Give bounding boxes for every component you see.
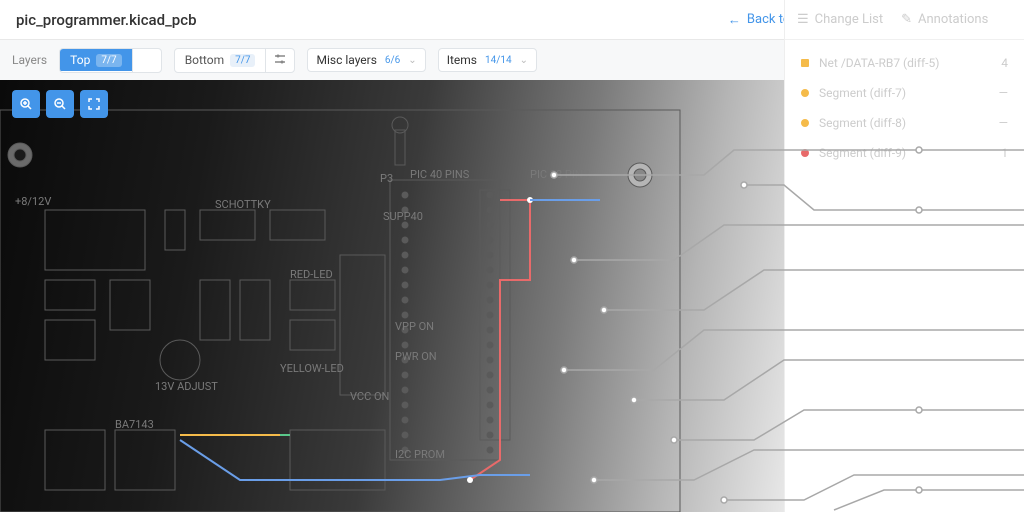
svg-text:PIC 40 PINS: PIC 40 PINS (410, 168, 470, 181)
top-settings-icon[interactable] (132, 49, 161, 72)
items-badge: 14/14 (485, 55, 512, 66)
misc-layers-select[interactable]: Misc layers 6/6 ⌄ (307, 48, 425, 72)
svg-text:13V ADJUST: 13V ADJUST (155, 380, 218, 393)
item-count: 4 (1001, 56, 1008, 70)
item-count: 1 (1001, 146, 1008, 160)
top-badge: 7/7 (96, 54, 121, 67)
svg-text:RED-LED: RED-LED (290, 268, 333, 281)
misc-label: Misc layers (316, 53, 376, 67)
svg-text:I2C PROM: I2C PROM (395, 448, 445, 461)
chevron-down-icon: ⌄ (520, 55, 528, 66)
tab-annotations-label: Annotations (918, 12, 988, 27)
zoom-out-button[interactable] (46, 90, 74, 118)
change-list-item[interactable]: Segment (diff-7) — (785, 78, 1024, 108)
items-select[interactable]: Items 14/14 ⌄ (438, 48, 537, 72)
svg-text:SCHOTTKY: SCHOTTKY (215, 198, 271, 211)
misc-badge: 6/6 (385, 55, 400, 66)
tab-annotations[interactable]: ✎ Annotations (901, 12, 988, 27)
color-dot-icon (801, 119, 809, 127)
top-label: Top (70, 53, 90, 67)
item-label: Segment (diff-9) (819, 146, 906, 160)
pcb-board: PIC 40 PINS PIC 28 PINS SUPP40 +8/12V 13… (0, 80, 784, 512)
top-layer-button[interactable]: Top 7/7 (60, 49, 132, 71)
svg-text:VCC ON: VCC ON (350, 390, 389, 403)
arrow-left-icon: ← (728, 12, 741, 28)
list-icon: ☰ (797, 12, 809, 27)
color-dot-icon (801, 89, 809, 97)
color-dot-icon (801, 59, 809, 67)
page-title: pic_programmer.kicad_pcb (16, 11, 197, 29)
change-list-item[interactable]: Segment (diff-8) — (785, 108, 1024, 138)
chevron-down-icon: ⌄ (408, 55, 416, 66)
bottom-badge: 7/7 (230, 54, 255, 67)
svg-text:PIC 28 PINS: PIC 28 PINS (530, 168, 590, 181)
svg-text:VPP ON: VPP ON (395, 320, 434, 333)
svg-text:YELLOW-LED: YELLOW-LED (280, 362, 344, 375)
pencil-icon: ✎ (901, 12, 912, 27)
change-list-item[interactable]: Net /DATA-RB7 (diff-5) 4 (785, 48, 1024, 78)
bottom-layer-button[interactable]: Bottom 7/7 (175, 49, 266, 71)
items-label: Items (447, 53, 477, 67)
svg-text:BA7143: BA7143 (115, 418, 154, 431)
layers-label: Layers (12, 53, 47, 67)
item-label: Segment (diff-7) (819, 86, 906, 100)
item-label: Net /DATA-RB7 (diff-5) (819, 56, 939, 70)
item-count: — (999, 86, 1008, 100)
bottom-settings-icon[interactable] (265, 49, 294, 72)
zoom-in-button[interactable] (12, 90, 40, 118)
bottom-label: Bottom (185, 53, 224, 67)
pcb-canvas[interactable]: PIC 40 PINS PIC 28 PINS SUPP40 +8/12V 13… (0, 80, 784, 512)
change-list-item[interactable]: Segment (diff-9) 1 (785, 138, 1024, 168)
item-count: — (999, 116, 1008, 130)
color-dot-icon (801, 149, 809, 157)
svg-text:+8/12V: +8/12V (15, 195, 51, 208)
item-label: Segment (diff-8) (819, 116, 906, 130)
tab-changes-label: Change List (815, 12, 883, 27)
zoom-fit-button[interactable] (80, 90, 108, 118)
svg-text:PWR ON: PWR ON (395, 350, 437, 363)
svg-text:P3: P3 (380, 172, 393, 185)
svg-text:SUPP40: SUPP40 (383, 210, 423, 223)
tab-change-list[interactable]: ☰ Change List (797, 12, 883, 27)
